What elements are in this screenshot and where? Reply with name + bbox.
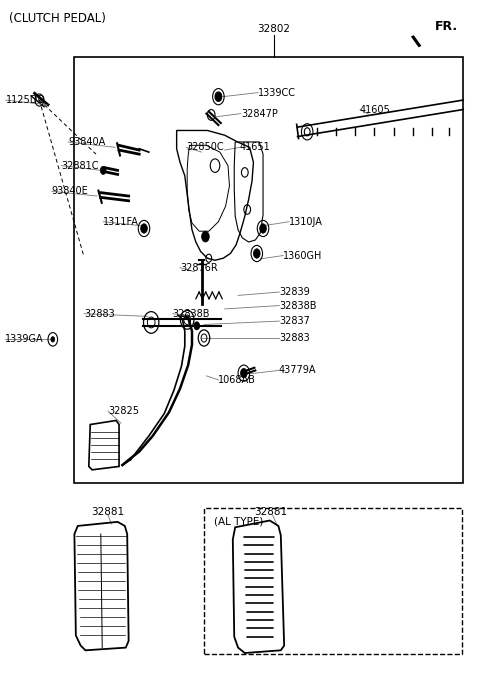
Text: 32839: 32839	[279, 287, 310, 297]
Text: 32881: 32881	[91, 508, 125, 517]
Circle shape	[253, 249, 260, 258]
Bar	[204, 508, 462, 654]
Text: 1311FA: 1311FA	[103, 217, 139, 226]
Circle shape	[240, 368, 247, 378]
Text: 1068AB: 1068AB	[218, 375, 256, 385]
Circle shape	[51, 337, 55, 342]
Text: 32883: 32883	[279, 333, 310, 343]
Text: 93840A: 93840A	[68, 137, 106, 147]
Text: 32825: 32825	[108, 406, 139, 416]
Circle shape	[100, 166, 106, 174]
Text: (CLUTCH PEDAL): (CLUTCH PEDAL)	[9, 12, 106, 25]
Text: 32838B: 32838B	[279, 301, 317, 310]
Text: 1339CC: 1339CC	[258, 88, 296, 97]
Polygon shape	[411, 35, 421, 47]
Text: 41651: 41651	[240, 143, 271, 152]
Text: 32847P: 32847P	[241, 109, 278, 118]
Text: 41605: 41605	[360, 105, 391, 114]
Text: FR.: FR.	[434, 20, 457, 33]
Circle shape	[215, 92, 222, 101]
Text: 32837: 32837	[279, 316, 310, 326]
Text: 1360GH: 1360GH	[283, 251, 323, 260]
Text: (AL TYPE): (AL TYPE)	[214, 517, 263, 527]
Text: 32802: 32802	[257, 24, 290, 34]
Text: 32881C: 32881C	[61, 161, 99, 170]
Text: 32883: 32883	[84, 309, 115, 318]
Bar	[74, 57, 463, 483]
Text: 93840E: 93840E	[52, 187, 89, 196]
Text: 32881: 32881	[254, 508, 288, 517]
Circle shape	[202, 231, 209, 242]
Text: 32850C: 32850C	[186, 143, 224, 152]
Text: 43779A: 43779A	[278, 366, 316, 375]
Circle shape	[260, 224, 266, 233]
Text: 1125DD: 1125DD	[6, 95, 46, 105]
Text: 32838B: 32838B	[173, 309, 210, 318]
Text: 1339GA: 1339GA	[5, 335, 43, 344]
Circle shape	[194, 322, 200, 330]
Circle shape	[141, 224, 147, 233]
Text: 1310JA: 1310JA	[289, 217, 323, 226]
Text: 32876R: 32876R	[180, 263, 218, 272]
